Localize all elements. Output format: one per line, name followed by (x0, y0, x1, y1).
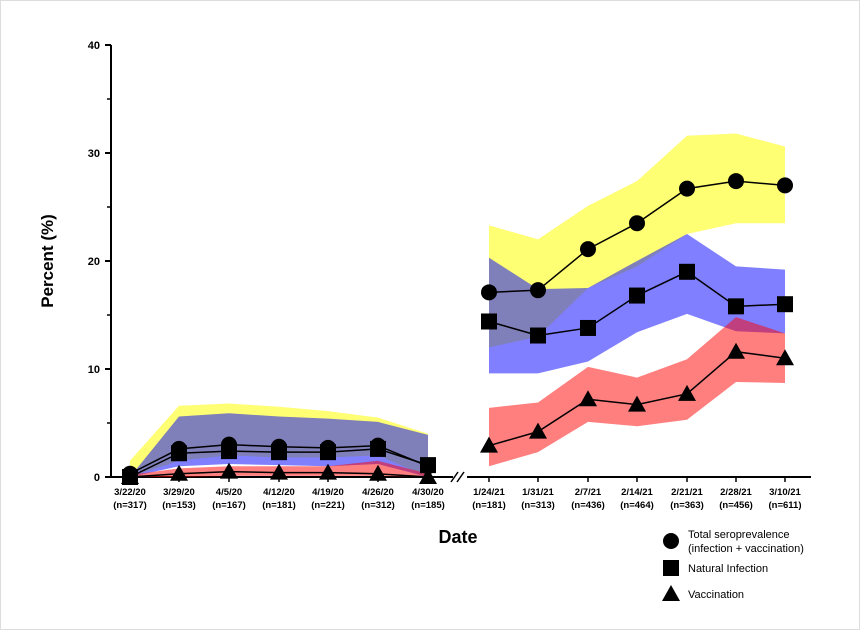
data-point-square (420, 457, 436, 474)
legend-triangle-icon (662, 585, 680, 601)
data-point-triangle (727, 342, 745, 359)
x-tick-label: 4/5/20 (216, 487, 242, 498)
y-tick-label: 40 (88, 40, 100, 52)
x-tick-label: 2/28/21 (720, 487, 752, 498)
x-tick-label: 1/24/21 (473, 487, 505, 498)
x-tick-label: 4/19/20 (312, 487, 344, 498)
ci-band (489, 317, 785, 467)
data-point-square (271, 444, 287, 461)
x-tick-label: 3/22/20 (114, 487, 146, 498)
x-tick-n-label: (n=363) (670, 500, 704, 511)
data-point-square (370, 440, 386, 457)
x-tick-n-label: (n=167) (212, 500, 246, 511)
y-tick-label: 10 (88, 364, 100, 376)
x-tick-n-label: (n=436) (571, 500, 605, 511)
x-tick-n-label: (n=181) (262, 500, 296, 511)
x-tick-label: 2/7/21 (575, 487, 602, 498)
y-axis-label: Percent (%) (38, 214, 57, 308)
y-tick-label: 30 (88, 148, 100, 160)
data-point-square (728, 298, 744, 315)
data-point-circle (530, 282, 546, 299)
legend-label-total: Total seroprevalence (688, 529, 790, 541)
x-tick-label: 3/29/20 (163, 487, 195, 498)
legend-circle-icon (663, 533, 679, 549)
axis-break-mark (456, 471, 465, 483)
data-point-triangle (220, 462, 238, 479)
data-point-triangle (579, 390, 597, 407)
x-tick-label: 1/31/21 (522, 487, 554, 498)
data-point-square (679, 263, 695, 280)
y-tick-label: 20 (88, 256, 100, 268)
data-point-circle (777, 177, 793, 194)
data-point-square (320, 444, 336, 461)
data-point-triangle (270, 463, 288, 480)
x-tick-n-label: (n=221) (311, 500, 345, 511)
data-point-triangle (419, 468, 437, 484)
x-tick-n-label: (n=185) (411, 500, 445, 511)
legend-label-natural: Natural Infection (688, 563, 768, 575)
x-tick-n-label: (n=464) (620, 500, 654, 511)
x-tick-n-label: (n=153) (162, 500, 196, 511)
x-axis-label: Date (438, 527, 477, 547)
x-tick-label: 2/14/21 (621, 487, 653, 498)
data-point-circle (679, 180, 695, 197)
x-tick-label: 4/26/20 (362, 487, 394, 498)
y-tick-label: 0 (94, 472, 100, 484)
x-tick-label: 4/30/20 (412, 487, 444, 498)
x-tick-n-label: (n=317) (113, 500, 147, 511)
ci-band (489, 234, 785, 374)
x-tick-n-label: (n=312) (361, 500, 395, 511)
data-point-square (481, 313, 497, 330)
x-tick-label: 2/21/21 (671, 487, 703, 498)
x-tick-n-label: (n=313) (521, 500, 555, 511)
legend-label-vaccination: Vaccination (688, 589, 744, 601)
data-point-triangle (121, 468, 139, 484)
x-tick-label: 4/12/20 (263, 487, 295, 498)
data-point-square (777, 296, 793, 313)
data-point-triangle (678, 384, 696, 401)
data-point-circle (728, 173, 744, 190)
data-point-circle (580, 241, 596, 258)
axis-break-mark (450, 471, 459, 483)
data-point-triangle (170, 464, 188, 481)
data-point-triangle (529, 422, 547, 439)
data-point-triangle (776, 349, 794, 366)
legend-square-icon (663, 560, 679, 576)
x-tick-n-label: (n=181) (472, 500, 506, 511)
data-point-circle (629, 215, 645, 232)
x-tick-n-label: (n=456) (719, 500, 753, 511)
data-point-circle (481, 284, 497, 301)
x-tick-n-label: (n=611) (768, 500, 801, 511)
data-point-square (629, 287, 645, 304)
data-point-square (530, 327, 546, 344)
legend-label-total-sub: (infection + vaccination) (688, 543, 804, 555)
data-point-triangle (480, 436, 498, 453)
data-point-square (580, 319, 596, 336)
data-point-triangle (628, 395, 646, 412)
x-tick-label: 3/10/21 (769, 487, 801, 498)
data-point-triangle (369, 464, 387, 481)
data-point-triangle (319, 463, 337, 480)
data-point-square (221, 443, 237, 460)
data-point-square (171, 445, 187, 462)
